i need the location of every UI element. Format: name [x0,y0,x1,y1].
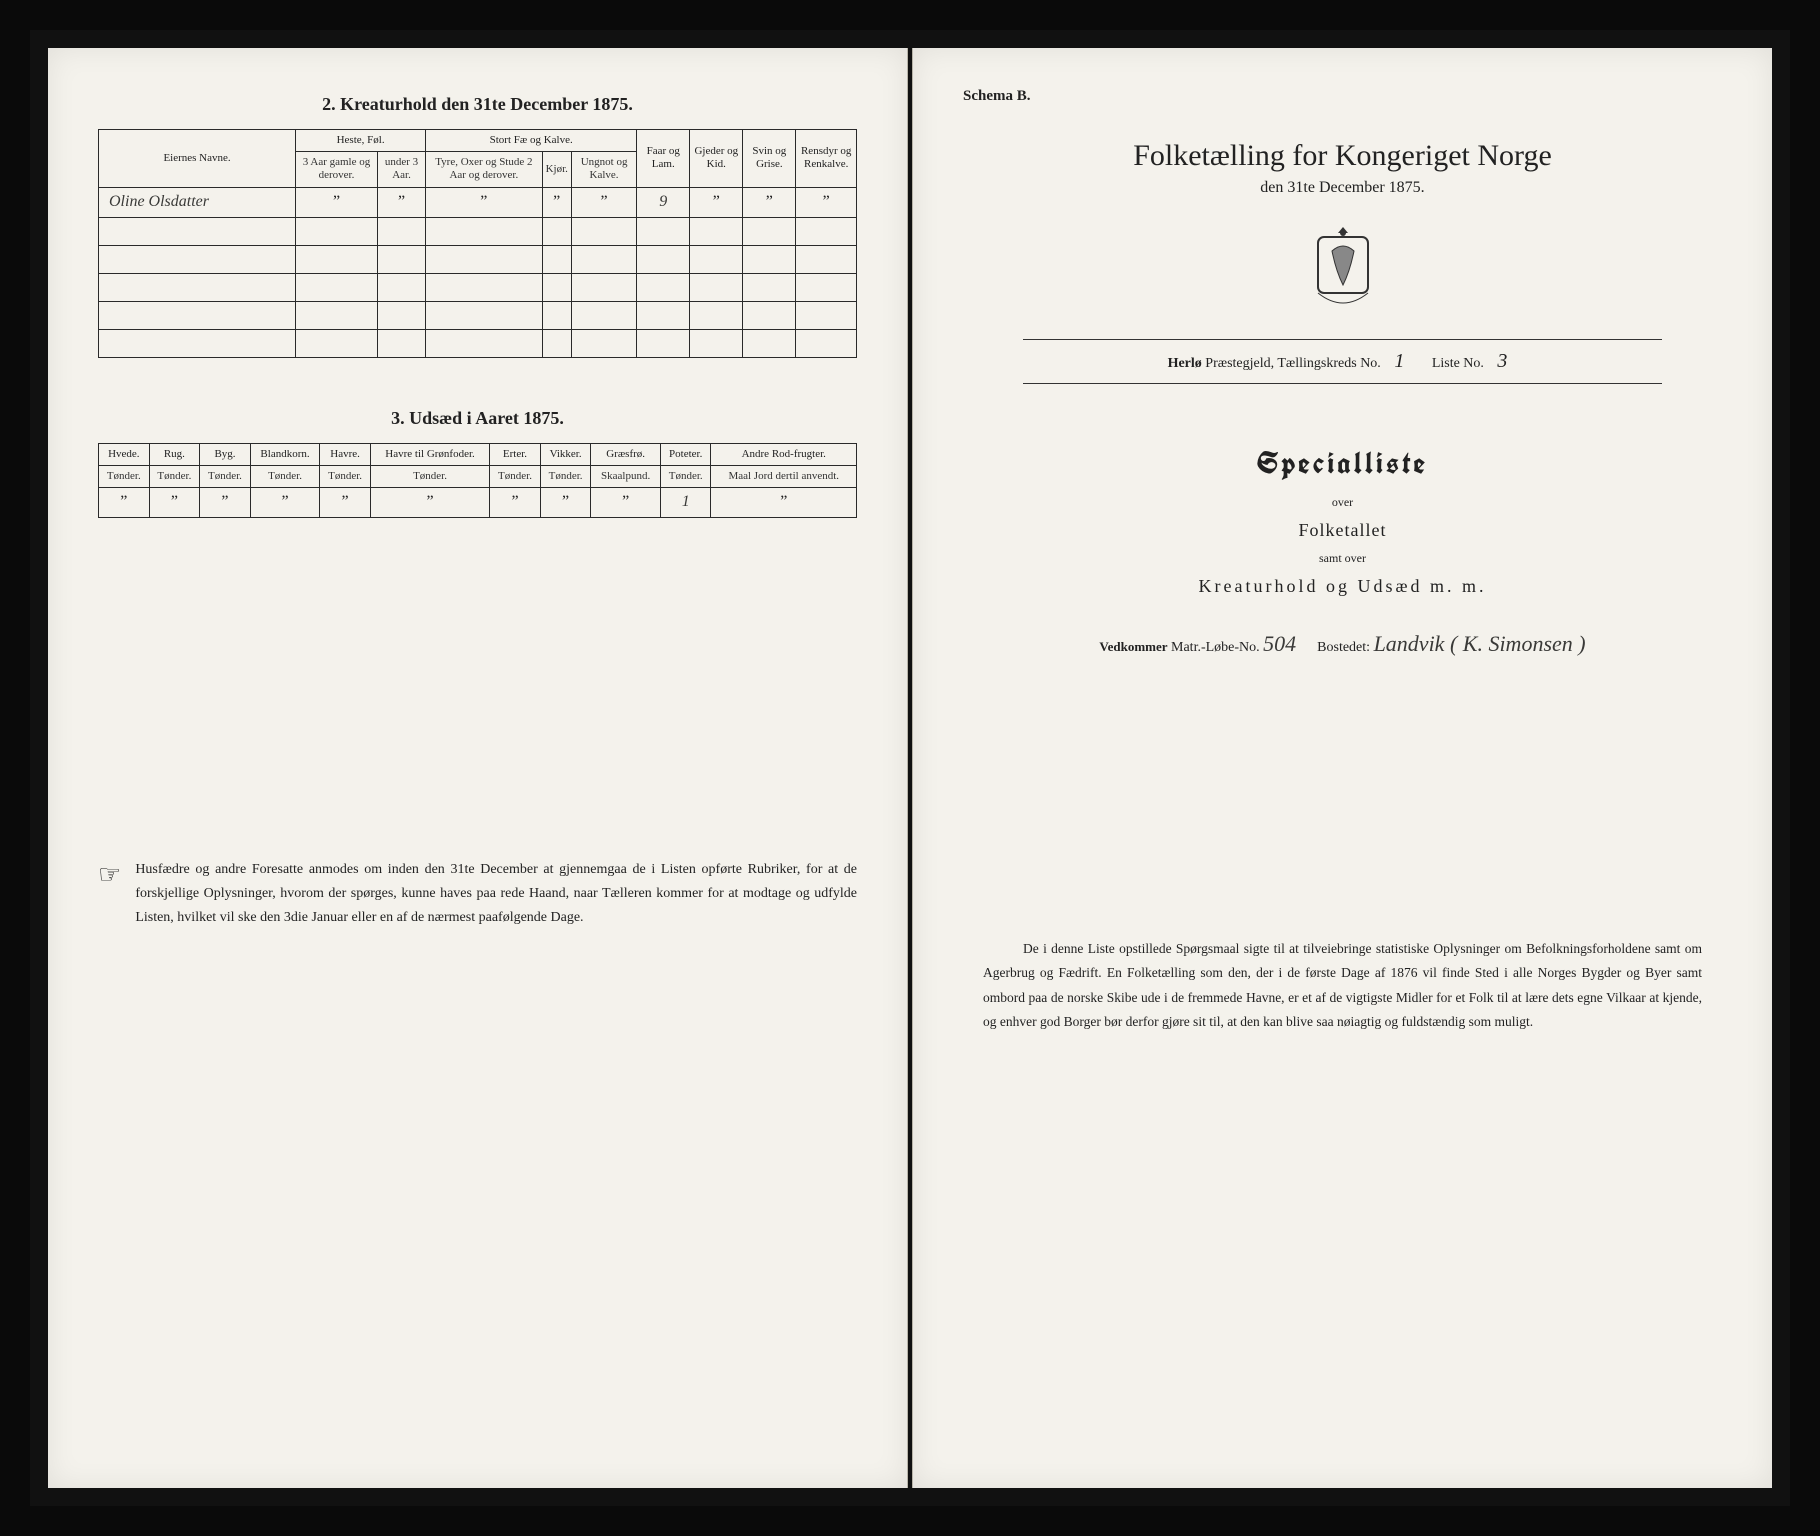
cell: ” [370,487,489,517]
uh7: Vikker. [540,443,591,465]
us7: Tønder. [540,465,591,487]
uh1: Rug. [149,443,200,465]
sub-h2: Tyre, Oxer og Stude 2 Aar og derover. [426,152,542,187]
us10: Maal Jord dertil anvendt. [711,465,857,487]
cell: ” [690,187,743,217]
uh4: Havre. [320,443,371,465]
cell: ” [743,187,796,217]
us0: Tønder. [99,465,150,487]
uh10: Andre Rod-frugter. [711,443,857,465]
matr-label: Matr.-Løbe-No. [1171,640,1260,655]
left-footnote-text: Husfædre og andre Foresatte anmodes om i… [135,858,857,929]
subtitle: den 31te December 1875. [963,179,1722,197]
kreatur-label: Kreaturhold og Udsæd m. m. [963,576,1722,597]
table-row [99,329,857,357]
bostedet-value: Landvik ( K. Simonsen ) [1374,631,1586,656]
sub-h0: 3 Aar gamle og derover. [296,152,378,187]
pointing-hand-icon: ☞ [98,860,121,890]
schema-label: Schema B. [963,88,1722,105]
uh0: Hvede. [99,443,150,465]
table-row: Eiernes Navne. Heste, Føl. Stort Fæ og K… [99,130,857,152]
samt-over-label: samt over [963,551,1722,566]
cell: ” [542,187,571,217]
cell: ” [711,487,857,517]
cell: ” [99,487,150,517]
cell: ” [200,487,251,517]
col-eiernes: Eiernes Navne. [99,130,296,188]
sub-h3: Kjør. [542,152,571,187]
cell: ” [149,487,200,517]
uh8: Græsfrø. [591,443,661,465]
us2: Tønder. [200,465,251,487]
cell: ” [296,187,378,217]
table-row [99,301,857,329]
cell: 9 [637,187,690,217]
kreatur-table: Eiernes Navne. Heste, Føl. Stort Fæ og K… [98,129,857,358]
col-heste: Heste, Føl. [296,130,426,152]
us4: Tønder. [320,465,371,487]
uh6: Erter. [490,443,541,465]
udsaed-title: 3. Udsæd i Aaret 1875. [98,408,857,429]
col-svin: Svin og Grise. [743,130,796,188]
prestegjeld-name: Herlø [1168,356,1202,371]
right-page: Schema B. Folketælling for Kongeriget No… [912,48,1772,1488]
cell: ” [540,487,591,517]
us9: Tønder. [660,465,711,487]
cell: ” [591,487,661,517]
table-row [99,217,857,245]
col-stortfae: Stort Fæ og Kalve. [426,130,637,152]
main-title: Folketælling for Kongeriget Norge [963,139,1722,173]
uh9: Poteter. [660,443,711,465]
matr-no: 504 [1263,631,1296,656]
table-row: Hvede. Rug. Byg. Blandkorn. Havre. Havre… [99,443,857,465]
sub-h4: Ungnot og Kalve. [571,152,636,187]
spec-block: Specialliste over Folketallet samt over … [963,444,1722,597]
us6: Tønder. [490,465,541,487]
uh2: Byg. [200,443,251,465]
col-rensdyr: Rensdyr og Renkalve. [796,130,857,188]
cell: ” [571,187,636,217]
uh5: Havre til Grønfoder. [370,443,489,465]
col-faar: Faar og Lam. [637,130,690,188]
owner-name: Oline Olsdatter [99,187,296,217]
vedkommer-line: Vedkommer Matr.-Løbe-No. 504 Bostedet: L… [1003,631,1682,657]
us3: Tønder. [250,465,320,487]
us8: Skaalpund. [591,465,661,487]
bostedet-label: Bostedet: [1317,640,1370,655]
folketallet-label: Folketallet [963,520,1722,541]
table-row: Oline Olsdatter ” ” ” ” ” 9 ” ” ” [99,187,857,217]
left-page: 2. Kreaturhold den 31te December 1875. E… [48,48,908,1488]
cell: ” [490,487,541,517]
cell: ” [250,487,320,517]
cell: ” [377,187,425,217]
specialliste-title: Specialliste [963,444,1722,483]
kreds-no: 1 [1384,350,1414,372]
cell: ” [796,187,857,217]
us5: Tønder. [370,465,489,487]
table-row [99,245,857,273]
table-row: Tønder. Tønder. Tønder. Tønder. Tønder. … [99,465,857,487]
over-label: over [963,495,1722,510]
uh3: Blandkorn. [250,443,320,465]
cell: ” [426,187,542,217]
liste-no: 3 [1487,350,1517,372]
table-row: ” ” ” ” ” ” ” ” ” 1 ” [99,487,857,517]
prestegjeld-suffix: Præstegjeld, Tællingskreds No. [1205,356,1381,371]
udsaed-table: Hvede. Rug. Byg. Blandkorn. Havre. Havre… [98,443,857,518]
scan-frame: 2. Kreaturhold den 31te December 1875. E… [30,30,1790,1506]
info-line: Herlø Præstegjeld, Tællingskreds No. 1 L… [1023,339,1662,384]
right-footnote-text: De i denne Liste opstillede Spørgsmaal s… [983,941,1702,1029]
cell: ” [320,487,371,517]
cell: 1 [660,487,711,517]
liste-label: Liste No. [1432,356,1484,371]
kreatur-title: 2. Kreaturhold den 31te December 1875. [98,94,857,115]
sub-h1: under 3 Aar. [377,152,425,187]
coat-of-arms-icon [1308,223,1378,309]
table-row [99,273,857,301]
left-footnote-block: ☞ Husfædre og andre Foresatte anmodes om… [98,858,857,929]
us1: Tønder. [149,465,200,487]
right-footnote: De i denne Liste opstillede Spørgsmaal s… [963,937,1722,1034]
col-gjeder: Gjeder og Kid. [690,130,743,188]
vedkommer-label: Vedkommer [1099,639,1167,654]
